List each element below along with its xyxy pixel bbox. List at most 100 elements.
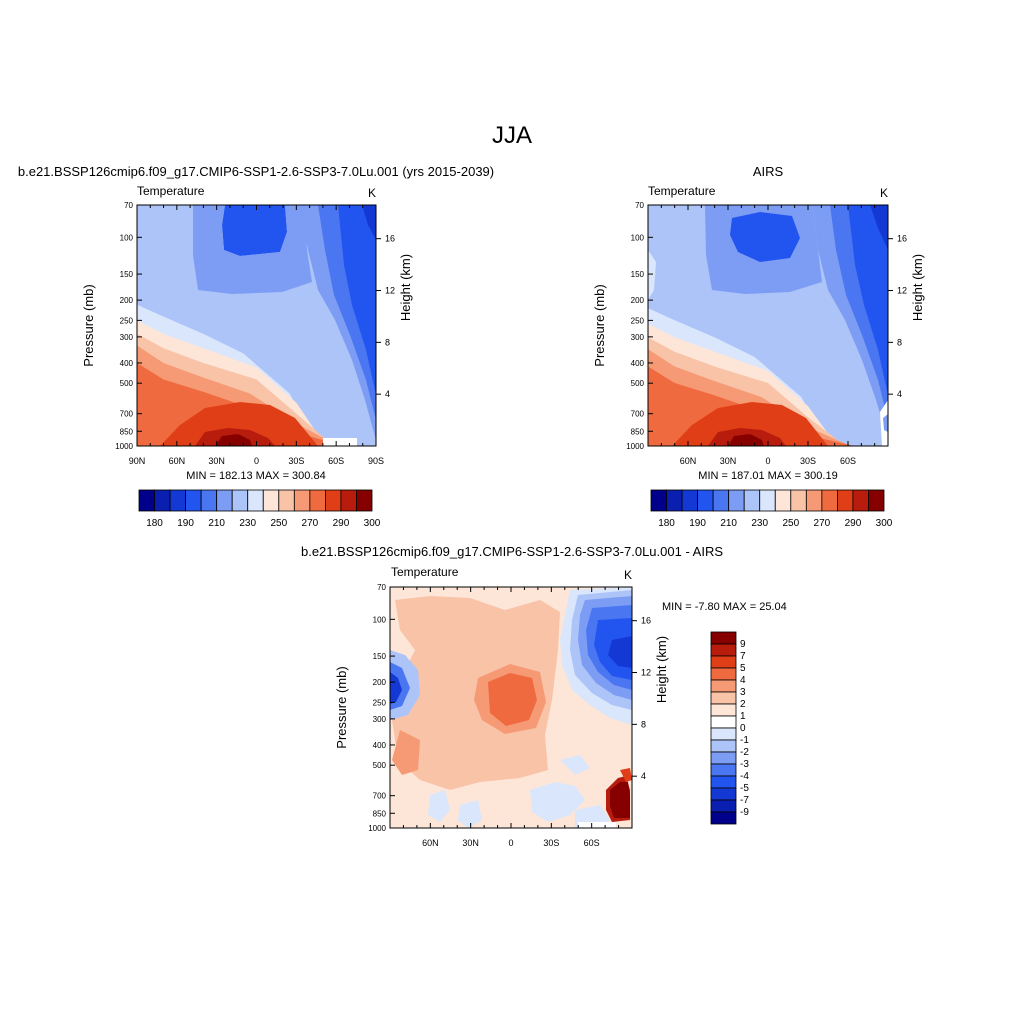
diff-field-warm-5 <box>410 606 448 626</box>
panel-obs-field <box>648 205 888 446</box>
model-field-south-blue-3 <box>338 205 376 395</box>
colorbar-swatch <box>710 667 737 681</box>
y-axis-label: Pressure (mb) <box>334 666 349 748</box>
y-tick-label: 200 <box>373 678 387 687</box>
diff-field-low-cold-4 <box>560 755 590 775</box>
colorbar-swatch <box>710 715 737 729</box>
colorbar-swatch <box>710 727 737 741</box>
colorbar-swatch <box>710 799 737 813</box>
colorbar-label: 7 <box>740 651 746 662</box>
colorbar-label: 9 <box>740 639 746 650</box>
y-tick-label: 200 <box>631 296 645 305</box>
colorbar-swatch <box>231 489 249 512</box>
y-tick-label: 250 <box>631 316 645 325</box>
colorbar-label: 1 <box>740 711 746 722</box>
x-tick-label: 60S <box>328 456 344 466</box>
colorbar-swatch <box>710 679 737 693</box>
colorbar-label: 0 <box>740 723 746 734</box>
colorbar-label: 5 <box>740 663 746 674</box>
y2-tick-label: 8 <box>385 337 390 347</box>
colorbar-swatch <box>774 489 792 512</box>
colorbar-swatch <box>710 811 737 825</box>
panel-obs-axes: 60N 30N 0 30S 60S 70 100 150 200 250 300 400 500 700 8… <box>592 201 925 466</box>
panel-obs: AIRS Temperature K 60N 30N 0 30S 60S 70 100 150… <box>592 164 925 529</box>
y-tick-label: 250 <box>120 316 134 325</box>
colorbar-swatch <box>138 489 155 512</box>
y2-tick-label: 4 <box>641 771 646 781</box>
panel-model-field <box>137 205 376 446</box>
y-tick-label: 1000 <box>115 442 133 451</box>
y-tick-label: 700 <box>373 792 387 801</box>
colorbar-label: 180 <box>658 518 675 529</box>
y2-tick-label: 8 <box>897 337 902 347</box>
colorbar-swatch <box>278 489 295 512</box>
y-tick-label: 100 <box>631 233 645 242</box>
diff-field-low-cold-2 <box>428 790 450 822</box>
x-tick-label: 0 <box>254 456 259 466</box>
x-tick-label: 60S <box>840 456 856 466</box>
y-tick-label: 300 <box>120 333 134 342</box>
panel-diff-field <box>390 587 632 828</box>
colorbar-swatch <box>821 489 838 512</box>
colorbar-label: 250 <box>270 518 287 529</box>
colorbar-swatch <box>262 489 280 512</box>
y-tick-label: 200 <box>120 296 134 305</box>
y-tick-label: 100 <box>373 615 387 624</box>
obs-field-edge-blue <box>883 414 888 432</box>
colorbar-label: 300 <box>364 518 381 529</box>
panel-obs-left-label: Temperature <box>648 184 716 198</box>
y2-tick-label: 16 <box>641 616 651 626</box>
colorbar-swatch <box>805 489 823 512</box>
y-tick-label: 300 <box>373 715 387 724</box>
colorbar-label: 230 <box>751 518 768 529</box>
y-tick-label: 500 <box>120 379 134 388</box>
colorbar-swatch <box>356 489 373 512</box>
x-tick-label: 0 <box>765 456 770 466</box>
y2-tick-label: 16 <box>385 234 395 244</box>
colorbar-swatch <box>710 787 737 801</box>
diff-field-warm-3 <box>488 673 537 726</box>
colorbar-label: 300 <box>876 518 893 529</box>
y2-axis-label: Height (km) <box>910 254 925 321</box>
panel-model-axes: 90N 60N 30N 0 30S 60S 90S 70 100 150 200 250 300 400 5… <box>81 201 413 466</box>
colorbar-swatch <box>728 489 745 512</box>
x-tick-label: 30N <box>720 456 737 466</box>
y-tick-label: 850 <box>631 427 645 436</box>
y2-tick-label: 4 <box>897 389 902 399</box>
panel-obs-stats: MIN = 187.01 MAX = 300.19 <box>698 470 837 482</box>
model-field-missing <box>323 438 357 446</box>
colorbar-swatch <box>868 489 885 512</box>
colorbar-swatch <box>681 489 698 512</box>
x-tick-label: 30N <box>208 456 225 466</box>
colorbar-swatch <box>710 631 737 645</box>
colorbar-swatch <box>169 489 186 512</box>
colorbar-swatch <box>743 489 761 512</box>
colorbar-label: 190 <box>177 518 194 529</box>
colorbar-swatch <box>710 763 737 777</box>
y-tick-label: 700 <box>631 410 645 419</box>
x-tick-label: 60N <box>680 456 697 466</box>
colorbar-swatch <box>216 489 233 512</box>
y-axis-label: Pressure (mb) <box>592 284 607 366</box>
y-tick-label: 400 <box>120 359 134 368</box>
panel-obs-title: AIRS <box>753 164 784 179</box>
colorbar-swatch <box>666 489 683 512</box>
y2-tick-label: 4 <box>385 389 390 399</box>
panel-diff-left-label: Temperature <box>391 565 459 579</box>
panel-obs-right-label: K <box>880 186 888 200</box>
panel-obs-colorbar: 180 190 210 230 250 270 290 300 <box>650 489 893 529</box>
colorbar-label: 210 <box>208 518 225 529</box>
y2-axis-label: Height (km) <box>654 636 669 703</box>
y-tick-label: 400 <box>631 359 645 368</box>
y-tick-label: 150 <box>373 652 387 661</box>
model-field-south-blue-4 <box>362 205 376 240</box>
y2-tick-label: 16 <box>897 234 907 244</box>
colorbar-swatch <box>712 489 730 512</box>
colorbar-swatch <box>710 643 737 657</box>
colorbar-swatch <box>710 751 737 765</box>
panel-model-left-label: Temperature <box>137 184 205 198</box>
colorbar-swatch <box>852 489 869 512</box>
x-tick-label: 60N <box>422 838 439 848</box>
y2-tick-label: 12 <box>641 668 651 678</box>
y2-tick-label: 12 <box>897 286 907 296</box>
